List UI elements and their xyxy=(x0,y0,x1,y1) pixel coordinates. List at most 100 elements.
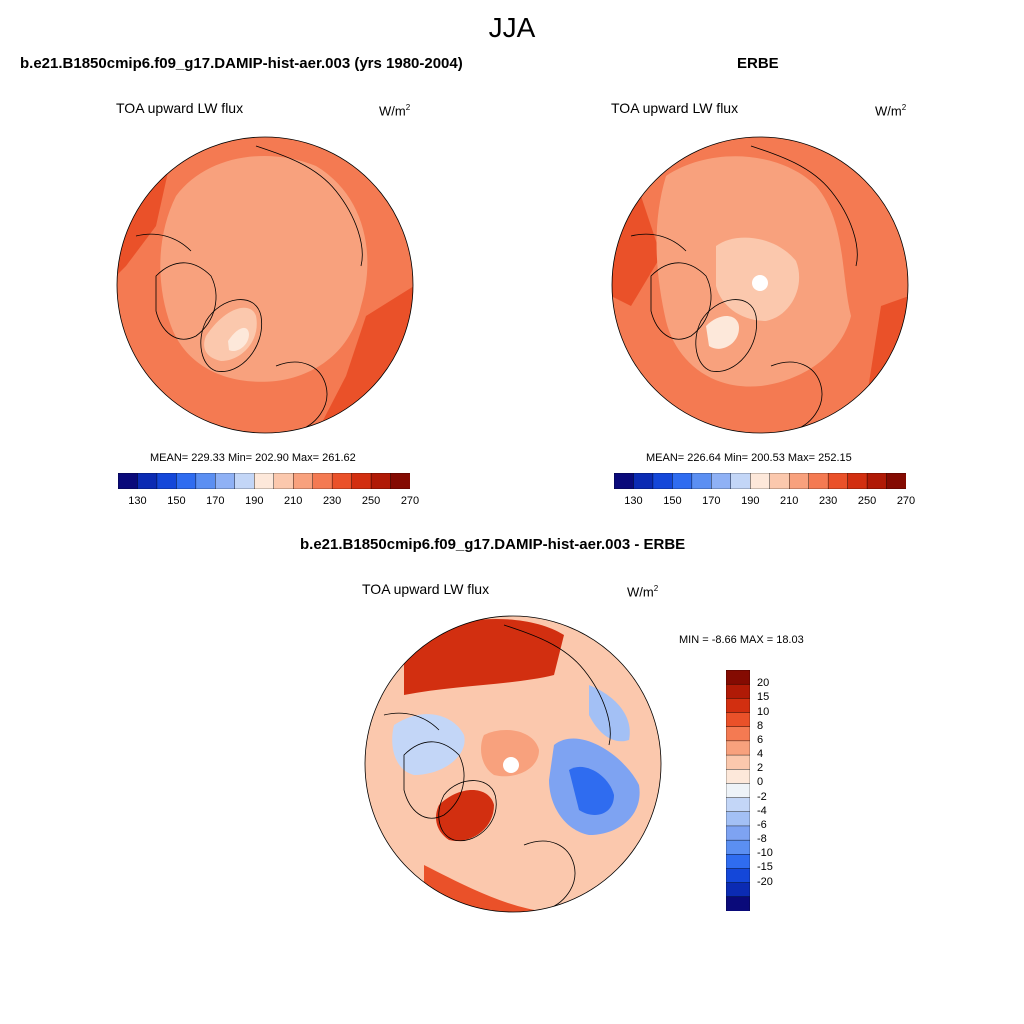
panel-2-colorbar-swatch xyxy=(614,473,634,489)
panel-1-variable-label: TOA upward LW flux xyxy=(116,100,244,116)
panel-2-colorbar-swatch xyxy=(847,473,868,489)
panel-1-colorbar-swatch xyxy=(370,473,392,489)
panel-1-colorbar-swatch xyxy=(118,473,138,489)
panel-3-colorbar-swatch xyxy=(726,698,750,714)
panel-3-colorbar-swatch xyxy=(726,839,750,855)
panel-3-colorbar-swatch xyxy=(726,783,750,799)
panel-2-coastline-europe xyxy=(770,361,823,432)
panel-2-colorbar-swatch xyxy=(866,473,888,489)
panel-3-colorbar-swatch xyxy=(726,797,750,813)
panel-1-colorbar-swatch xyxy=(254,473,275,489)
panel-3-colorbar-tick-label: -6 xyxy=(757,818,767,831)
panel-1-colorbar-tick-label: 270 xyxy=(400,495,420,507)
panel-1-coastline-europe xyxy=(275,361,328,432)
panel-2-colorbar-swatch xyxy=(769,473,790,489)
panel-3-colorbar xyxy=(726,670,750,911)
panel-3-colorbar-swatch xyxy=(726,740,750,756)
panel-2-colorbar-tick-label: 150 xyxy=(663,495,682,507)
panel-3-colorbar-tick-label: -15 xyxy=(757,861,773,874)
panel-2-colorbar-swatch xyxy=(691,473,712,489)
panel-3-colorbar-tick-label: 8 xyxy=(757,719,764,732)
panel-1-colorbar-swatch xyxy=(215,473,236,489)
panel-1-colorbar-tick-label: 130 xyxy=(128,495,147,507)
panel-1-field-210-220 xyxy=(204,307,257,361)
panel-3-variable-label: TOA upward LW flux xyxy=(362,581,490,597)
panel-3-colorbar-swatch xyxy=(726,683,750,699)
panel-3-colorbar-swatch xyxy=(726,670,750,685)
panel-3-pole-gap xyxy=(503,757,519,773)
panel-3-colorbar-swatch xyxy=(726,726,750,742)
panel-2-colorbar-tick-label: 130 xyxy=(624,495,643,507)
panel-2-polar-map xyxy=(611,136,909,434)
panel-2-colorbar-tick-label: 230 xyxy=(818,495,838,507)
panel-3-colorbar-tick-label: -20 xyxy=(757,875,773,888)
panel-3-polar-map xyxy=(364,615,662,913)
panel-1-colorbar-swatch xyxy=(137,473,158,489)
panel-1-colorbar-swatch xyxy=(390,473,410,489)
panel-1-colorbar-swatch xyxy=(351,473,372,489)
panel-1-colorbar-swatch xyxy=(234,473,255,489)
panel-1-colorbar-tick-label: 150 xyxy=(167,495,186,507)
figure-title: JJA xyxy=(488,12,536,43)
panel-1-field-220-230 xyxy=(160,156,368,382)
panel-2-colorbar xyxy=(614,473,906,489)
panel-3-colorbar-swatch xyxy=(726,754,750,770)
panel-3-colorbar-swatch xyxy=(726,882,750,898)
panel-2-pole-gap xyxy=(752,275,768,291)
panel-2-colorbar-swatch xyxy=(652,473,673,489)
panel-2-map-border xyxy=(611,136,909,434)
panel-2-field-200-210 xyxy=(706,316,739,349)
panel-3-field-4-6-arctic xyxy=(481,730,539,777)
panel-3-colorbar-tick-label: -4 xyxy=(757,804,767,817)
panel-1-colorbar-tick-label: 190 xyxy=(245,495,264,507)
panel-3-colorbar-tick-label: 15 xyxy=(757,691,770,704)
panel-3-coastline-europe xyxy=(523,840,576,911)
panel-3-colorbar-tick-label: 20 xyxy=(757,677,770,690)
panel-1-coastline-alaska xyxy=(135,233,192,252)
panel-2-colorbar-swatch xyxy=(827,473,849,489)
panel-3-map-border xyxy=(364,615,662,913)
panel-3-colorbar-swatch xyxy=(726,712,750,728)
panel-3-colorbar-swatch xyxy=(726,896,750,911)
panel-3-colorbar-tick-label: -10 xyxy=(757,847,773,860)
panel-2-colorbar-tick-label: 170 xyxy=(702,495,721,507)
panel-1-units: W/m2 xyxy=(379,103,411,119)
panel-2-variable-label: TOA upward LW flux xyxy=(611,100,739,116)
panel-3-field-neg6-neg10-europe xyxy=(569,766,614,815)
panel-3-colorbar-tick-label: 4 xyxy=(757,748,764,761)
panel-3-colorbar-swatch xyxy=(726,868,750,884)
panel-1-coastline-greenland xyxy=(200,299,263,372)
panel-1-colorbar xyxy=(118,473,410,489)
panel-3-colorbar-tick-label: 2 xyxy=(757,762,764,775)
panel-2-colorbar-swatch xyxy=(886,473,906,489)
panel-2-stats: MEAN= 226.64 Min= 200.53 Max= 252.15 xyxy=(646,452,852,464)
panel-1-colorbar-swatch xyxy=(195,473,216,489)
panel-1-polar-map xyxy=(116,136,414,434)
panel-2-coastline-siberia xyxy=(750,145,858,267)
panel-1-colorbar-swatch xyxy=(331,473,353,489)
panel-3-colorbar-swatch xyxy=(726,811,750,827)
panel-2-colorbar-swatch xyxy=(730,473,751,489)
panel-3-coastline-siberia xyxy=(503,624,611,746)
panel-2-coastline-alaska xyxy=(630,233,687,252)
panel-1-title: b.e21.B1850cmip6.f09_g17.DAMIP-hist-aer.… xyxy=(20,55,463,72)
panel-1-coastline-siberia xyxy=(255,145,363,267)
panel-3-colorbar-tick-label: -8 xyxy=(757,833,767,846)
panel-1-colorbar-tick-label: 210 xyxy=(284,495,303,507)
panel-2-title: ERBE xyxy=(737,55,779,72)
panel-1-map-border xyxy=(116,136,414,434)
panel-3-coastline-alaska xyxy=(383,712,440,731)
panel-1-colorbar-swatch xyxy=(156,473,177,489)
panel-2-colorbar-swatch xyxy=(672,473,693,489)
panel-3-colorbar-swatch xyxy=(726,769,750,784)
panel-1-colorbar-tick-label: 170 xyxy=(206,495,225,507)
panel-1-field-200-210 xyxy=(228,327,249,352)
panel-1-colorbar-tick-label: 230 xyxy=(322,495,342,507)
panel-2-colorbar-tick-label: 270 xyxy=(896,495,916,507)
panel-3-colorbar-tick-label: -2 xyxy=(757,790,767,803)
panel-2-colorbar-tick-label: 210 xyxy=(780,495,799,507)
panel-1-colorbar-tick-label: 250 xyxy=(361,495,381,507)
panel-3-colorbar-tick-label: 0 xyxy=(757,776,764,789)
panel-3-field-10-15-greenland xyxy=(436,790,494,841)
panel-2-colorbar-swatch xyxy=(808,473,829,489)
